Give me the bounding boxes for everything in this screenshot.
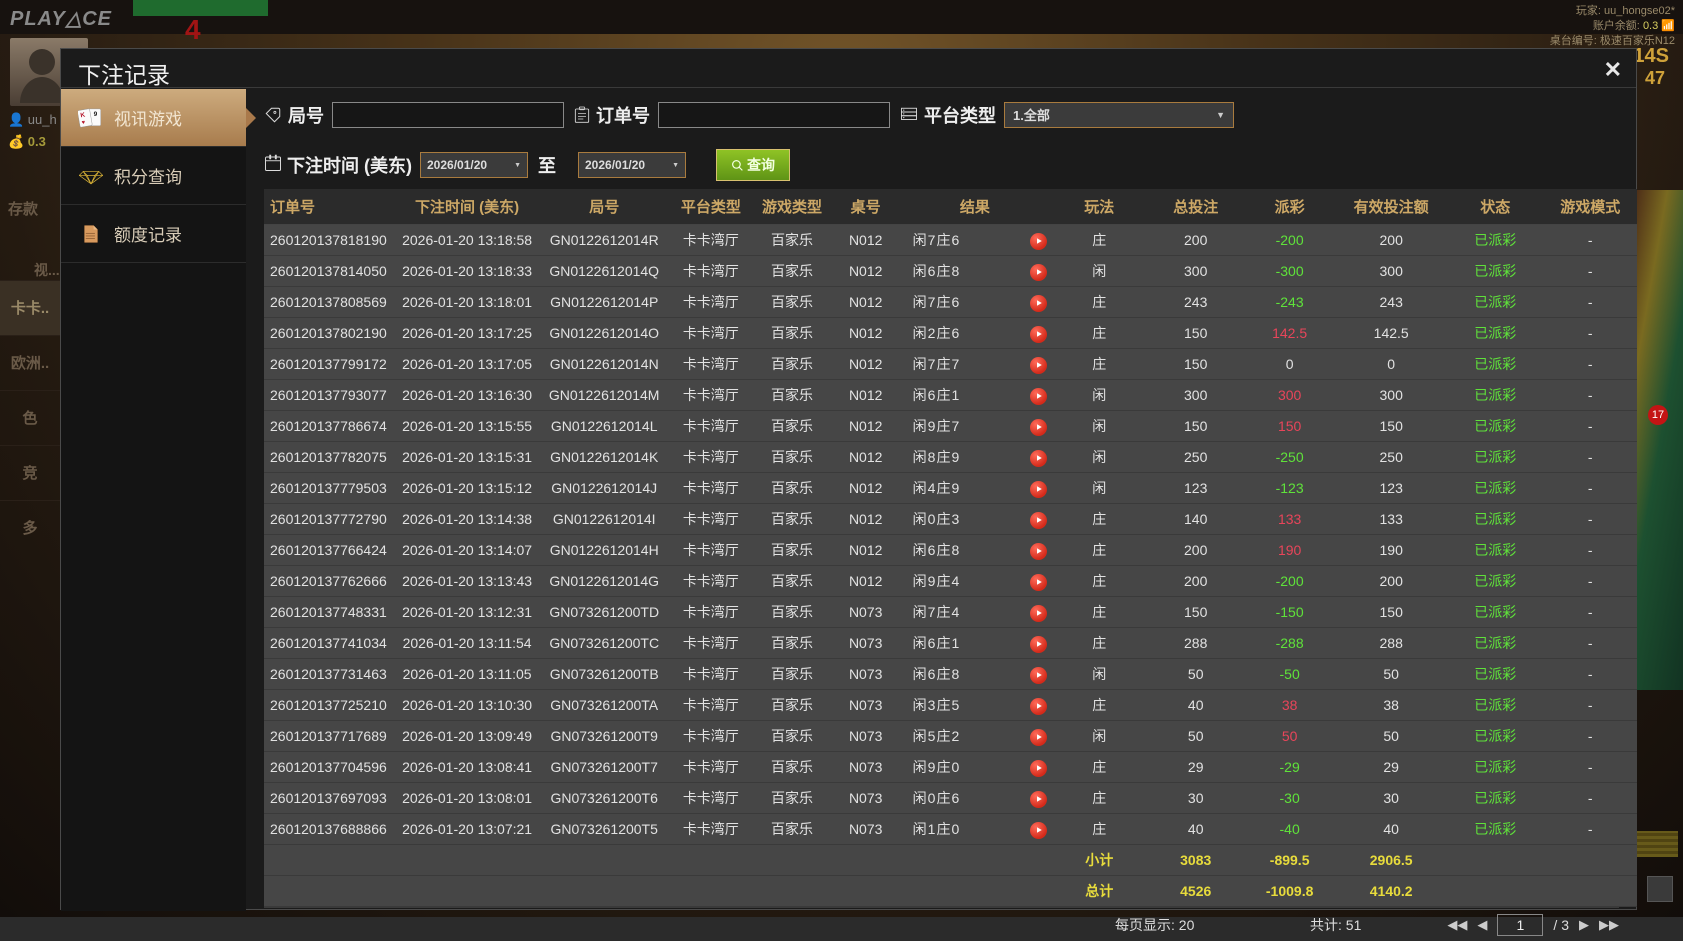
svg-text:9: 9: [94, 111, 98, 118]
